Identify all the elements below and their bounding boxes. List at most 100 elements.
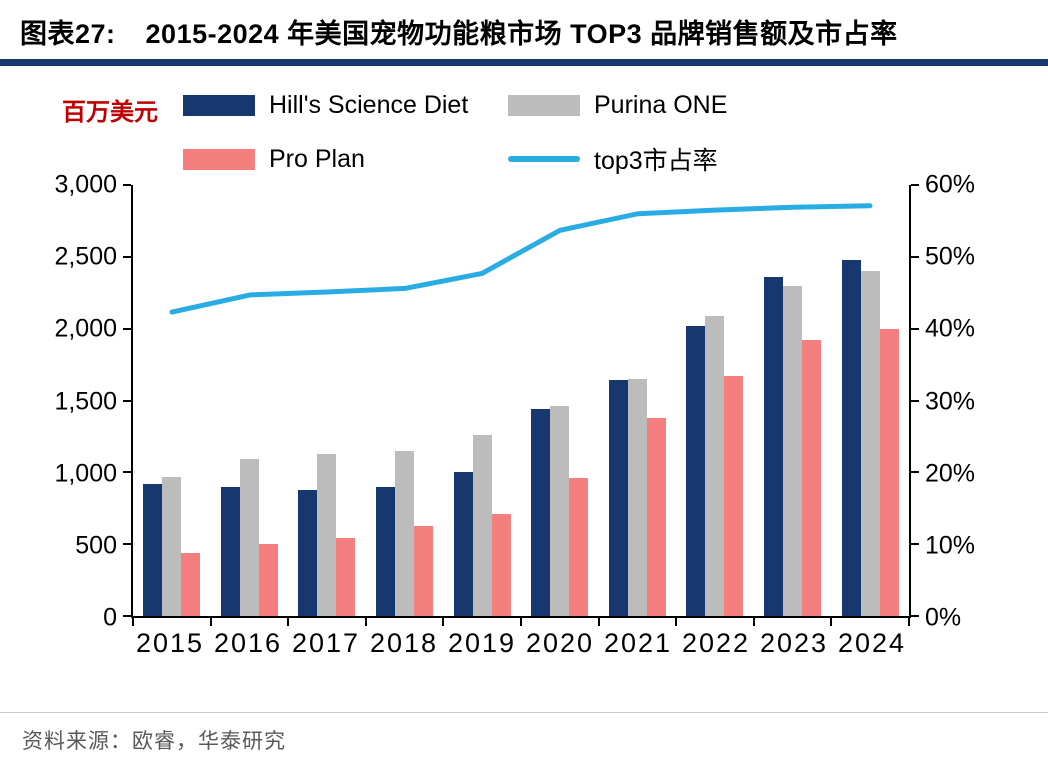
left-axis-tick-label: 1,500 bbox=[54, 387, 117, 415]
x-axis-tickmark bbox=[364, 618, 367, 626]
bar-pro-plan-2017 bbox=[336, 537, 356, 616]
x-axis-tickmark bbox=[752, 618, 755, 626]
bar-pro-plan-2020 bbox=[569, 478, 589, 616]
bar-purina-one-2017 bbox=[317, 453, 337, 616]
legend-item-hills-science-diet: Hill's Science Diet bbox=[183, 88, 468, 122]
bar-hills-science-diet-2024 bbox=[841, 259, 861, 616]
figure-title: 图表27: 2015-2024 年美国宠物功能粮市场 TOP3 品牌销售额及市占率 bbox=[20, 12, 1028, 51]
bar-pro-plan-2015 bbox=[181, 552, 201, 616]
x-axis-tickmark bbox=[520, 618, 522, 626]
bar-hills-science-diet-2015 bbox=[143, 483, 163, 616]
left-axis-tick-label: 2,500 bbox=[54, 242, 117, 271]
bar-purina-one-2015 bbox=[162, 477, 182, 616]
figure-number-label: 图表27: bbox=[20, 19, 116, 49]
bar-purina-one-2018 bbox=[395, 450, 415, 616]
bar-pro-plan-2018 bbox=[414, 526, 434, 616]
right-axis-tick-label: 20% bbox=[925, 459, 976, 488]
legend-label: top3市占率 bbox=[594, 147, 718, 175]
bar-hills-science-diet-2020 bbox=[531, 409, 551, 616]
bar-hills-science-diet-2017 bbox=[298, 490, 318, 616]
right-axis-tickmark bbox=[911, 184, 919, 186]
right-axis-tickmark bbox=[911, 399, 919, 402]
bar-group-2020 bbox=[521, 185, 599, 616]
left-axis-tick-label: 2,000 bbox=[54, 314, 117, 343]
right-axis-tickmark bbox=[911, 543, 919, 546]
left-axis-tickmark bbox=[123, 184, 131, 186]
bar-hills-science-diet-2016 bbox=[220, 486, 240, 616]
left-axis-tickmark bbox=[123, 255, 131, 258]
x-axis-tickmark bbox=[442, 618, 445, 626]
x-axis-tick-label: 2023 bbox=[759, 628, 829, 658]
bar-group-2019 bbox=[443, 185, 521, 616]
right-axis-tick-label: 60% bbox=[925, 170, 976, 199]
left-axis-tick-label: 500 bbox=[75, 531, 117, 560]
bar-group-2016 bbox=[211, 185, 289, 616]
bar-purina-one-2023 bbox=[783, 285, 803, 616]
x-axis-tickmark bbox=[597, 618, 600, 626]
right-axis-tickmark bbox=[911, 471, 919, 474]
bar-hills-science-diet-2022 bbox=[686, 325, 706, 616]
bar-group-2023 bbox=[754, 185, 832, 616]
right-axis-tick-label: 30% bbox=[925, 387, 976, 415]
left-axis-tick-label: 0 bbox=[103, 603, 117, 632]
bar-hills-science-diet-2023 bbox=[764, 276, 784, 616]
x-axis-tick-label: 2015 bbox=[135, 628, 205, 658]
bar-group-2021 bbox=[599, 185, 677, 616]
bar-purina-one-2020 bbox=[550, 405, 570, 616]
figure-title-text: 2015-2024 年美国宠物功能粮市场 TOP3 品牌销售额及市占率 bbox=[145, 19, 898, 49]
x-axis-tick-label: 2019 bbox=[447, 628, 517, 658]
bar-pro-plan-2024 bbox=[879, 328, 899, 616]
legend-label: Purina ONE bbox=[594, 90, 728, 119]
x-axis-tickmark bbox=[675, 618, 678, 626]
bar-group-2015 bbox=[133, 185, 211, 616]
bar-purina-one-2021 bbox=[627, 378, 647, 616]
legend-swatch-1 bbox=[508, 94, 580, 116]
x-axis-tick-label: 2017 bbox=[291, 628, 361, 658]
right-axis-tickmark bbox=[911, 327, 919, 330]
x-axis-tick-label: 2022 bbox=[681, 628, 751, 658]
bars-layer bbox=[133, 185, 909, 616]
x-axis-tickmark bbox=[287, 618, 290, 626]
bar-pro-plan-2019 bbox=[491, 513, 511, 616]
right-axis-labels: 0% 10% 20% 30% 40% 50% 60% bbox=[925, 171, 1035, 632]
right-axis-tick-label: 10% bbox=[925, 531, 976, 560]
figure-footer: 资料来源：欧睿，华泰研究 bbox=[0, 712, 1048, 760]
x-axis-tickmark bbox=[830, 618, 833, 626]
legend-swatch-3 bbox=[508, 156, 580, 162]
x-axis-tick-label: 2018 bbox=[369, 628, 439, 658]
x-axis-tick-label: 2016 bbox=[213, 628, 283, 658]
left-axis-tickmark bbox=[123, 615, 131, 617]
right-axis-tickmark bbox=[911, 255, 919, 258]
left-axis-unit-label: 百万美元 bbox=[62, 99, 158, 126]
bar-purina-one-2019 bbox=[472, 434, 492, 616]
x-axis-tickmark bbox=[908, 618, 910, 626]
legend-item-top3-share: top3市占率 bbox=[508, 142, 718, 176]
bar-purina-one-2022 bbox=[705, 315, 725, 616]
bar-group-2017 bbox=[288, 185, 366, 616]
left-axis-labels: 0 500 1,000 1,500 2,000 2,500 3,000 bbox=[0, 171, 117, 632]
left-axis-tickmark bbox=[123, 471, 131, 474]
legend-swatch-0 bbox=[183, 94, 255, 116]
legend-item-purina-one: Purina ONE bbox=[508, 88, 727, 122]
right-axis-tick-label: 50% bbox=[925, 242, 976, 271]
plot-area bbox=[123, 184, 919, 626]
left-axis-tick-label: 3,000 bbox=[54, 170, 117, 199]
bar-group-2022 bbox=[676, 185, 754, 616]
left-axis-tickmark bbox=[123, 543, 131, 546]
bar-hills-science-diet-2019 bbox=[453, 472, 473, 616]
bar-pro-plan-2016 bbox=[258, 544, 278, 616]
right-axis-tick-label: 40% bbox=[925, 314, 976, 343]
bar-group-2018 bbox=[366, 185, 444, 616]
bar-hills-science-diet-2018 bbox=[376, 486, 396, 616]
legend-item-pro-plan: Pro Plan bbox=[183, 142, 365, 176]
left-axis-tickmark bbox=[123, 327, 131, 330]
x-axis-tick-label: 2020 bbox=[525, 628, 595, 658]
legend-label: Hill's Science Diet bbox=[269, 90, 469, 119]
bar-pro-plan-2022 bbox=[724, 376, 744, 616]
x-axis-tick-label: 2024 bbox=[837, 628, 907, 658]
bar-hills-science-diet-2021 bbox=[608, 379, 628, 616]
legend-label: Pro Plan bbox=[269, 144, 365, 173]
bar-purina-one-2024 bbox=[860, 271, 880, 616]
bar-pro-plan-2023 bbox=[802, 340, 822, 616]
x-axis-tickmark bbox=[132, 618, 134, 626]
